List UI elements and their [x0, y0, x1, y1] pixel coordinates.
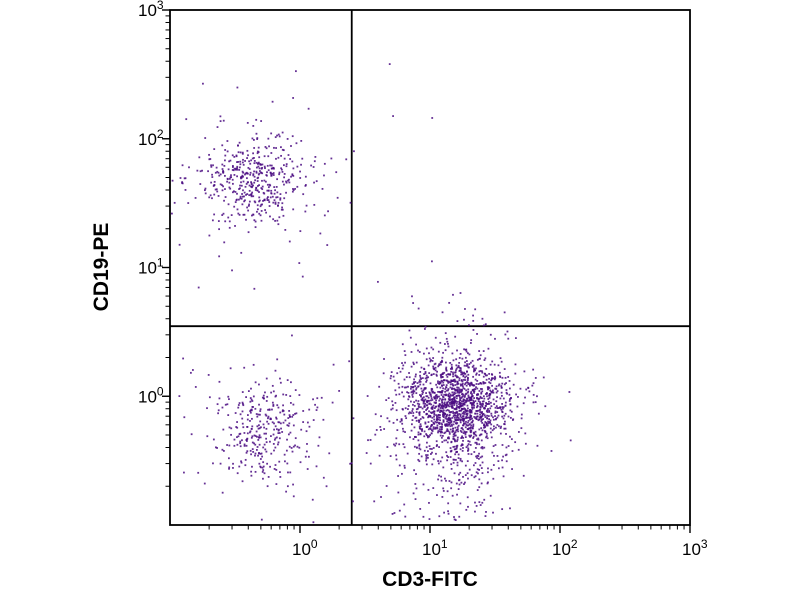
scatter-points	[170, 63, 572, 524]
y-tick-label: 100	[138, 384, 164, 406]
y-tick-label: 102	[138, 127, 164, 149]
quadrant-gate-lines[interactable]	[170, 10, 690, 525]
x-tick-label: 101	[422, 537, 448, 559]
y-axis-title: CD19-PE	[90, 223, 113, 312]
axis-tick-labels: 100 101 102 103 100 101 102 103	[138, 0, 708, 559]
x-tick-label: 102	[552, 537, 578, 559]
y-tick-label: 101	[138, 256, 164, 278]
axis-ticks	[162, 9, 691, 533]
y-tick-label: 103	[138, 0, 164, 20]
x-axis-title: CD3-FITC	[382, 568, 478, 591]
x-tick-label: 100	[292, 537, 318, 559]
x-tick-label: 103	[682, 537, 708, 559]
plot-frame	[169, 9, 691, 526]
